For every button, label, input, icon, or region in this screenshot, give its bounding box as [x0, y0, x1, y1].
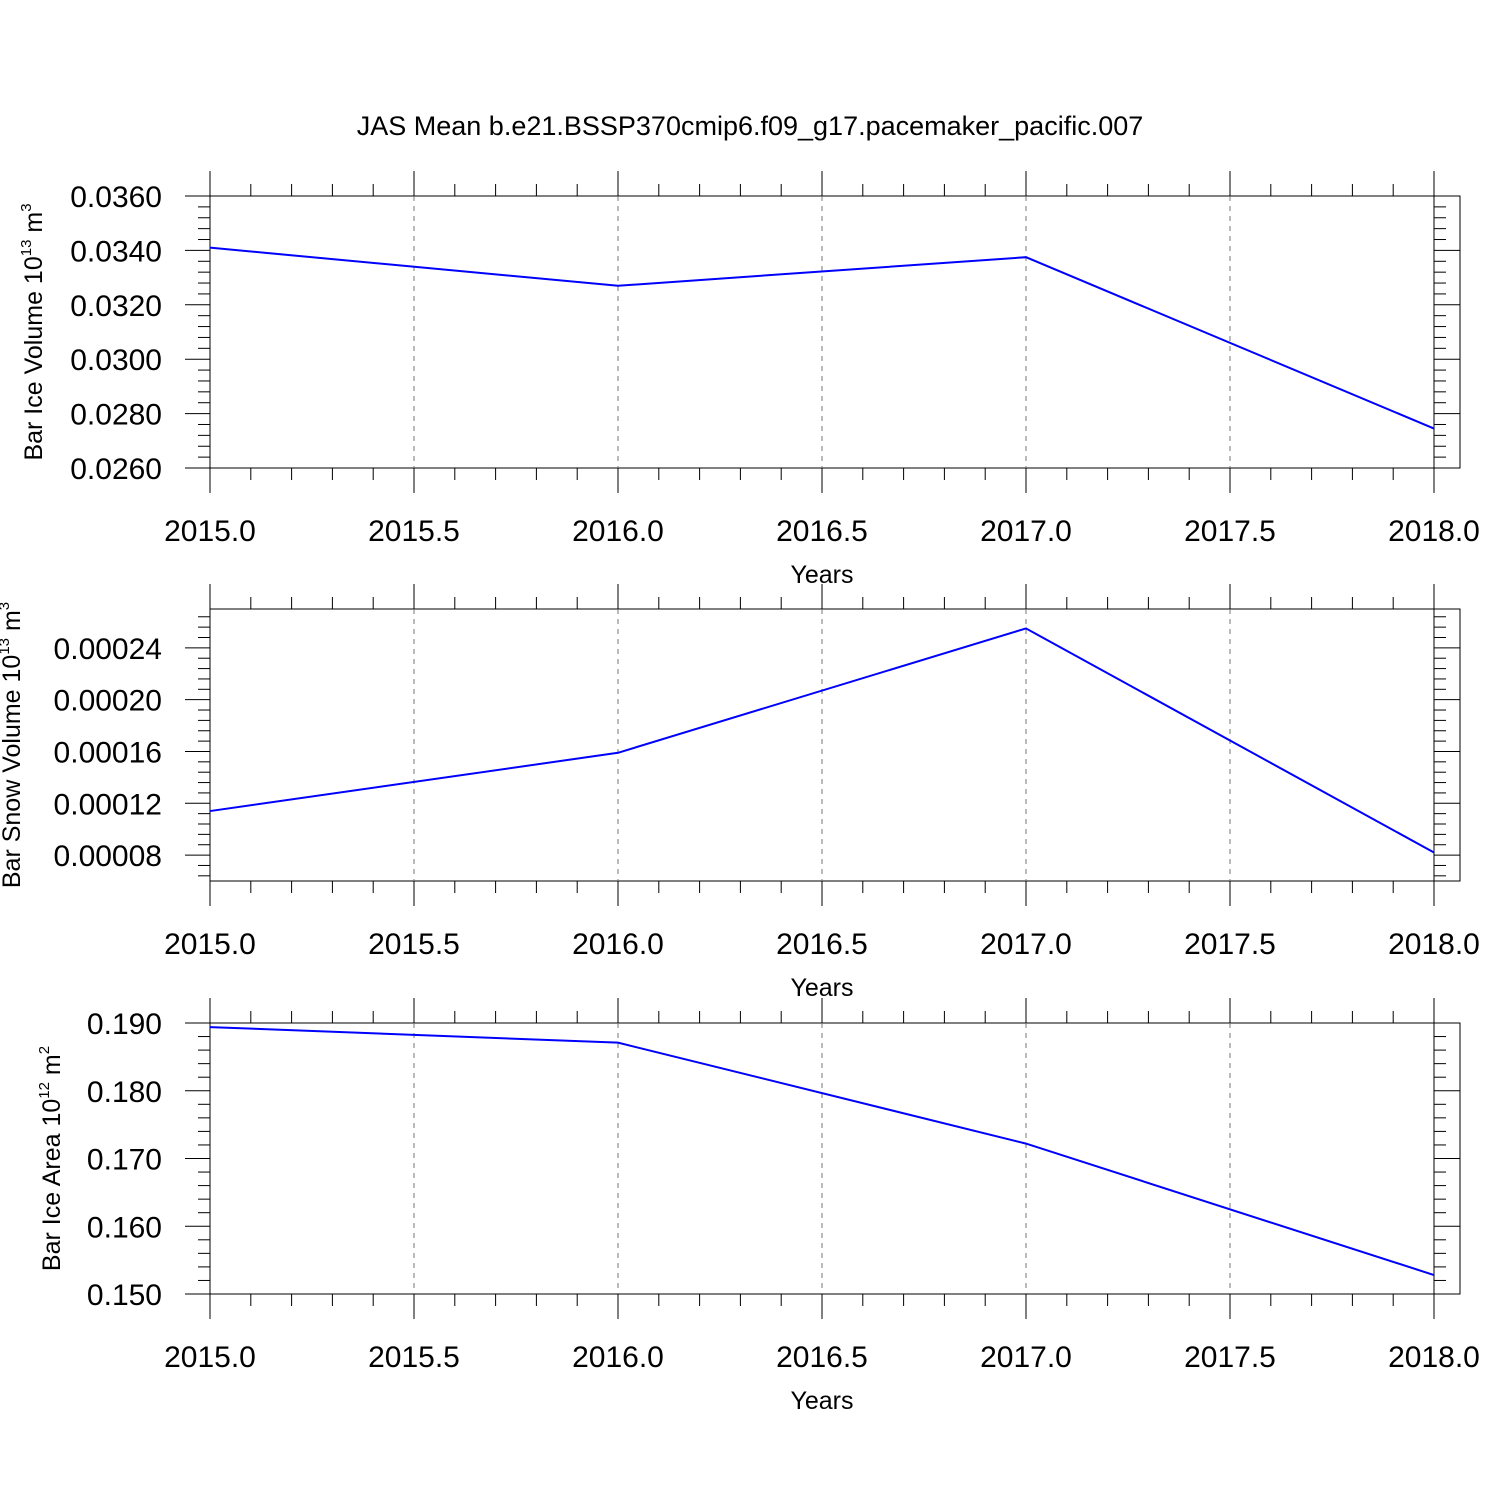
x-tick-label: 2016.5 — [776, 1341, 868, 1374]
x-tick-label: 2018.0 — [1388, 928, 1480, 961]
x-tick-label: 2016.5 — [776, 928, 868, 961]
y-axis-label: Bar Snow Volume 1013 m3 — [0, 602, 26, 888]
y-axis-label: Bar Ice Volume 1013 m3 — [18, 203, 48, 460]
data-line — [209, 246, 1435, 430]
panels: 2015.0 2015.5 2016.0 2016.5 2017.0 2017.5 2018… — [0, 171, 1480, 1415]
y-tick-label: 0.00024 — [54, 633, 162, 666]
y-tick-label: 0.160 — [87, 1211, 162, 1244]
x-tick-label: 2017.5 — [1184, 1341, 1276, 1374]
y-tick-label: 0.190 — [87, 1008, 162, 1041]
y-tick-label: 0.0360 — [70, 181, 162, 214]
x-tick-label: 2016.5 — [776, 515, 868, 548]
x-tick-label: 2016.0 — [572, 928, 664, 961]
panel-2: 2015.0 2015.5 2016.0 2016.5 2017.0 2017.5 2018… — [0, 584, 1480, 1002]
x-tick-label: 2018.0 — [1388, 1341, 1480, 1374]
x-tick-label: 2018.0 — [1388, 515, 1480, 548]
x-tick-label: 2017.0 — [980, 515, 1072, 548]
x-axis-label: Years — [790, 1387, 853, 1415]
y-tick-label: 0.00020 — [54, 685, 162, 718]
y-axis-label: Bar Ice Area 1012 m2 — [36, 1046, 66, 1271]
y-tick-label: 0.00008 — [54, 840, 162, 873]
figure-title: JAS Mean b.e21.BSSP370cmip6.f09_g17.pace… — [357, 111, 1144, 141]
y-tick-label: 0.0320 — [70, 290, 162, 323]
x-axis-label: Years — [790, 974, 853, 1002]
y-tick-label: 0.150 — [87, 1279, 162, 1312]
y-tick-label: 0.170 — [87, 1144, 162, 1177]
x-tick-label: 2015.0 — [164, 928, 256, 961]
x-tick-label: 2017.5 — [1184, 928, 1276, 961]
x-tick-label: 2016.0 — [572, 1341, 664, 1374]
x-tick-label: 2015.5 — [368, 1341, 460, 1374]
y-tick-label: 0.00012 — [54, 788, 162, 821]
x-tick-label: 2015.5 — [368, 515, 460, 548]
x-tick-label: 2015.5 — [368, 928, 460, 961]
panel-3: 2015.0 2015.5 2016.0 2016.5 2017.0 2017.5 2018… — [36, 998, 1480, 1415]
y-tick-label: 0.0260 — [70, 453, 162, 486]
x-tick-label: 2015.0 — [164, 1341, 256, 1374]
x-tick-label: 2017.0 — [980, 928, 1072, 961]
plot-frame — [209, 608, 1461, 882]
panel-1: 2015.0 2015.5 2016.0 2016.5 2017.0 2017.5 2018… — [18, 171, 1480, 589]
data-line — [209, 627, 1435, 854]
y-tick-label: 0.00016 — [54, 736, 162, 769]
x-tick-label: 2015.0 — [164, 515, 256, 548]
y-tick-label: 0.0280 — [70, 399, 162, 432]
y-tick-label: 0.180 — [87, 1076, 162, 1109]
plot-frame — [209, 195, 1461, 469]
y-tick-label: 0.0340 — [70, 235, 162, 268]
x-tick-label: 2017.5 — [1184, 515, 1276, 548]
y-tick-label: 0.0300 — [70, 344, 162, 377]
x-tick-label: 2017.0 — [980, 1341, 1072, 1374]
x-tick-label: 2016.0 — [572, 515, 664, 548]
data-line — [209, 1026, 1435, 1276]
